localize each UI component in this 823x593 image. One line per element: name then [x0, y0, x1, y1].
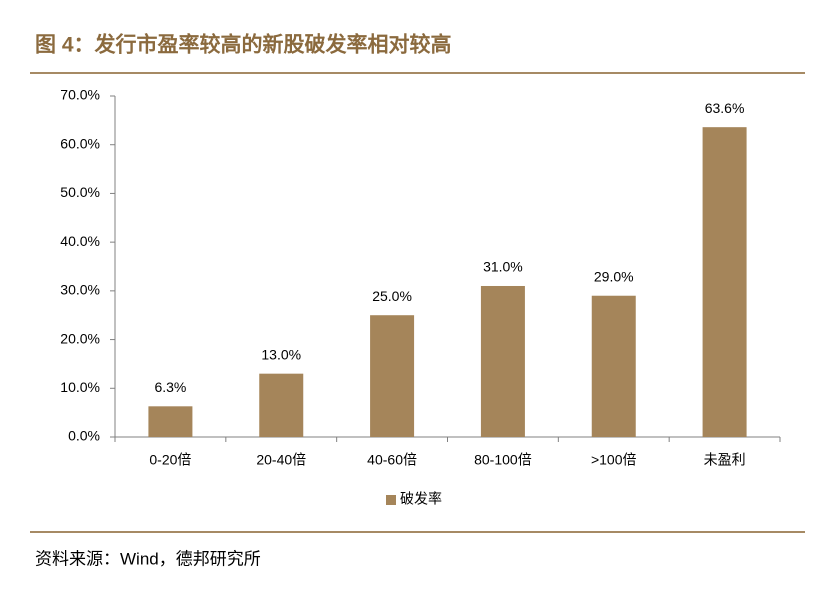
- value-label: 6.3%: [154, 379, 186, 395]
- y-tick-label: 0.0%: [68, 428, 100, 444]
- y-tick-label: 10.0%: [60, 379, 100, 395]
- y-tick-label: 30.0%: [60, 282, 100, 298]
- value-label: 25.0%: [372, 288, 412, 304]
- bar: [259, 373, 304, 437]
- y-tick-label: 40.0%: [60, 233, 100, 249]
- x-tick-label: 40-60倍: [367, 452, 417, 468]
- legend-swatch: [386, 495, 396, 505]
- value-label: 13.0%: [261, 346, 301, 362]
- bar: [370, 315, 415, 437]
- y-tick-label: 20.0%: [60, 330, 100, 346]
- value-label: 29.0%: [594, 268, 634, 284]
- value-label: 63.6%: [705, 100, 745, 116]
- chart-title: 图 4：发行市盈率较高的新股破发率相对较高: [35, 33, 452, 57]
- x-tick-label: 0-20倍: [149, 452, 191, 468]
- x-tick-label: 未盈利: [704, 452, 746, 468]
- bar: [591, 295, 636, 437]
- bar: [480, 285, 525, 437]
- x-tick-label: 80-100倍: [474, 452, 532, 468]
- y-tick-label: 50.0%: [60, 184, 100, 200]
- x-tick-label: >100倍: [591, 452, 637, 468]
- y-tick-label: 60.0%: [60, 135, 100, 151]
- x-tick-label: 20-40倍: [256, 452, 306, 468]
- legend-label: 破发率: [400, 491, 442, 507]
- bar: [702, 127, 747, 438]
- y-tick-label: 70.0%: [60, 87, 100, 103]
- value-label: 31.0%: [483, 259, 523, 275]
- source-note: 资料来源：Wind，德邦研究所: [35, 549, 261, 568]
- bar: [148, 406, 193, 437]
